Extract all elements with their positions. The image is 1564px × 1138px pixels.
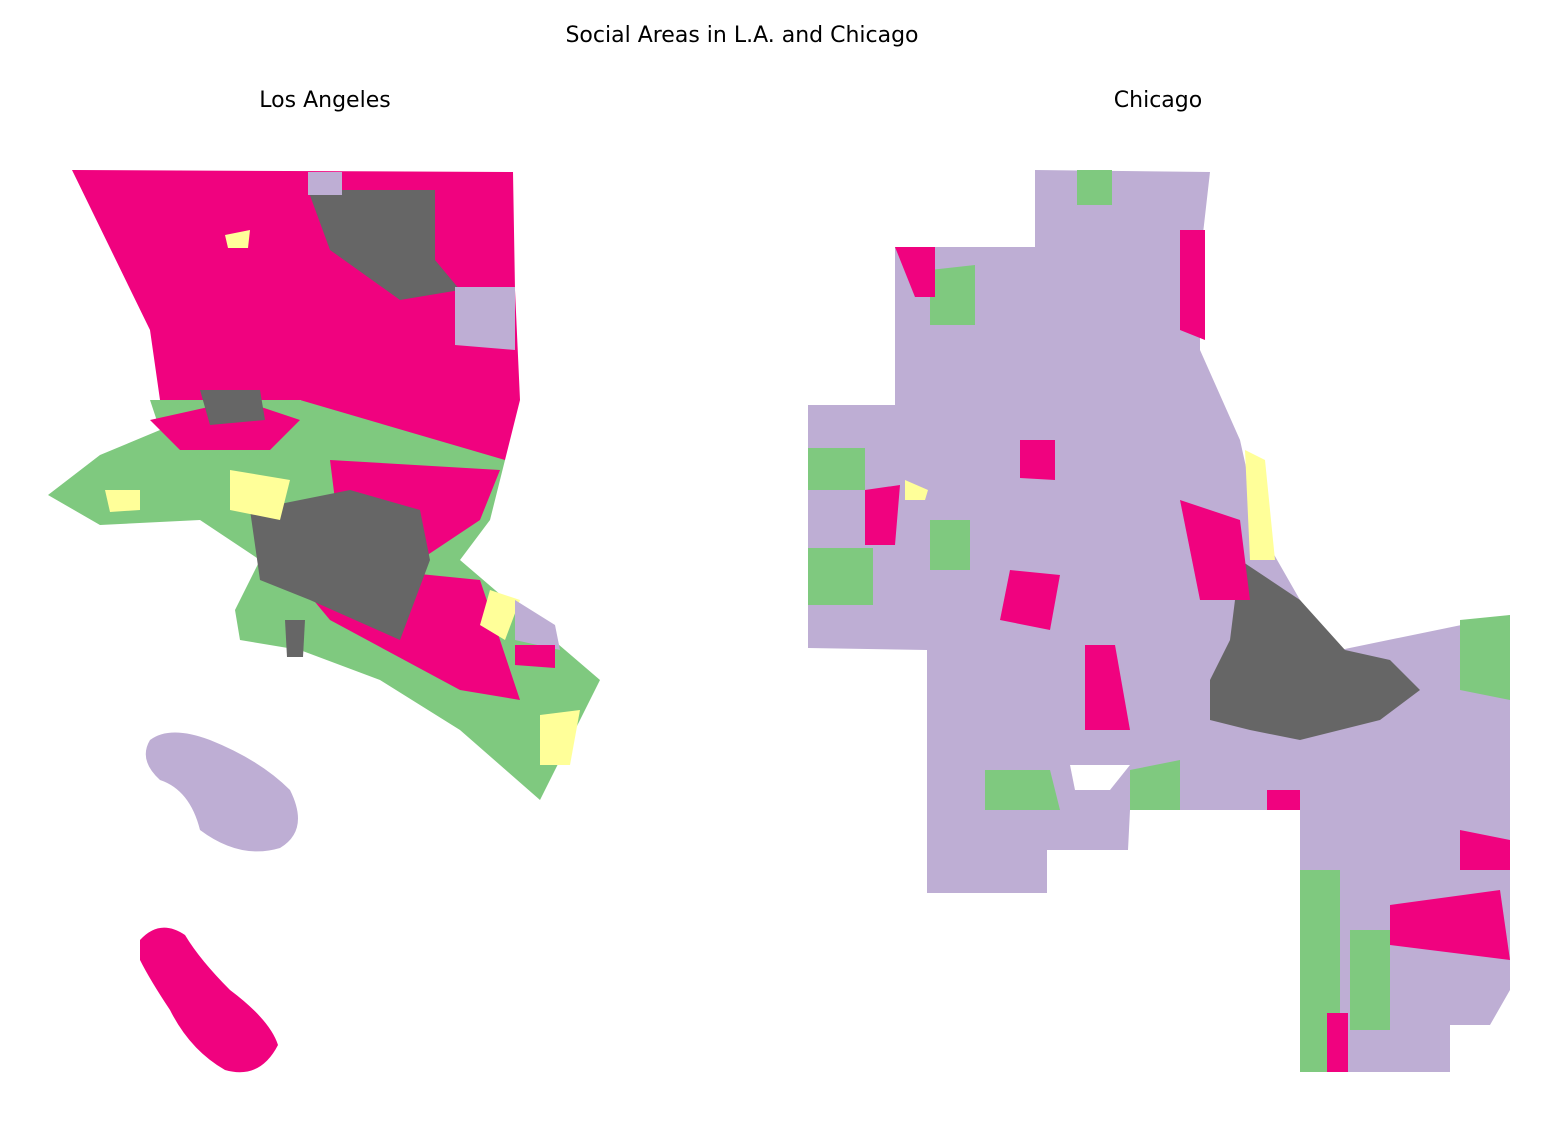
region <box>540 710 580 765</box>
region <box>1020 440 1055 480</box>
region <box>905 480 928 500</box>
region <box>455 287 515 350</box>
island <box>140 927 278 1073</box>
map-title: Chicago <box>1114 88 1202 113</box>
region <box>515 600 560 650</box>
region <box>200 390 265 425</box>
region <box>285 620 305 657</box>
region <box>1327 1013 1348 1072</box>
region <box>930 265 975 325</box>
region <box>225 230 250 248</box>
region <box>808 548 873 605</box>
region <box>1077 170 1112 205</box>
region <box>1085 645 1130 730</box>
region <box>1460 615 1510 700</box>
region <box>865 485 900 545</box>
region <box>230 470 290 520</box>
region <box>1180 230 1205 340</box>
region <box>808 170 1510 1072</box>
map-title: Los Angeles <box>259 88 390 113</box>
region <box>250 490 430 640</box>
region <box>1350 930 1390 1030</box>
region <box>1180 500 1250 600</box>
region <box>308 190 460 300</box>
figure-title: Social Areas in L.A. and Chicago <box>565 23 918 48</box>
region <box>1245 450 1275 560</box>
region <box>1000 570 1060 630</box>
region <box>985 770 1060 810</box>
region <box>1390 890 1510 960</box>
region <box>1460 830 1510 870</box>
region <box>808 448 865 490</box>
chicago-map <box>808 170 1510 1072</box>
region <box>480 590 520 640</box>
los-angeles-map <box>48 170 600 1073</box>
region <box>1267 790 1300 810</box>
region <box>515 645 555 668</box>
region <box>1210 560 1420 740</box>
region <box>1130 760 1180 810</box>
region <box>105 490 140 512</box>
island <box>145 732 298 852</box>
region <box>895 247 935 297</box>
region <box>930 520 970 570</box>
region <box>1070 765 1130 790</box>
region <box>308 172 342 195</box>
